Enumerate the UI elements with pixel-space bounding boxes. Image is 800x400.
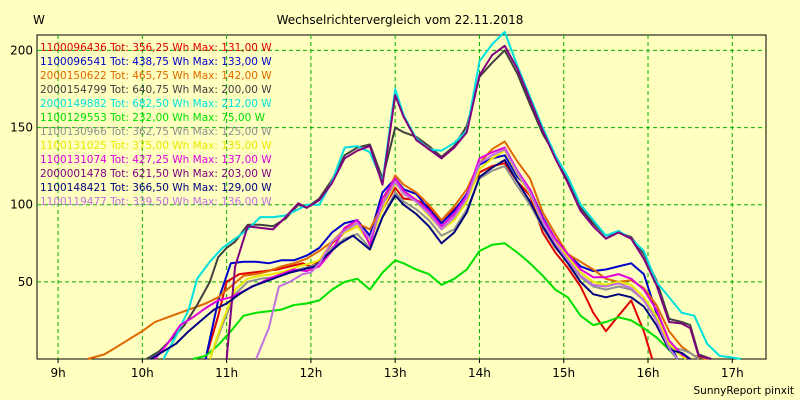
legend-entry: 1100119477 Tot: 339,50 Wh Max: 136,00 W	[40, 196, 272, 208]
x-tick-label: 10h	[131, 366, 154, 380]
series-line-7	[208, 149, 687, 360]
legend-entry: 1100131074 Tot: 427,25 Wh Max: 137,00 W	[40, 154, 272, 166]
legend-entry: 1100130966 Tot: 362,75 Wh Max: 125,00 W	[40, 126, 272, 138]
y-tick-labels: 50 100 150 200	[10, 43, 33, 288]
legend-entry: 2000154799 Tot: 640,75 Wh Max: 200,00 W	[40, 84, 272, 96]
legend: 1100096436 Tot: 356,25 Wh Max: 131,00 W 1…	[40, 42, 272, 208]
x-tick-labels: 9h 10h 11h 12h 13h 14h 15h 16h 17h	[50, 359, 744, 380]
x-tick-label: 13h	[384, 366, 407, 380]
legend-entry: 1100129553 Tot: 232,00 Wh Max: 75,00 W	[40, 112, 266, 124]
series-line-10	[150, 159, 691, 360]
y-axis-label: W	[33, 13, 45, 27]
x-tick-label: 11h	[215, 366, 238, 380]
y-tick-label: 200	[10, 43, 33, 57]
x-tick-label: 15h	[552, 366, 575, 380]
legend-entry: 1100131025 Tot: 375,00 Wh Max: 135,00 W	[40, 140, 272, 152]
series-line-1	[204, 154, 679, 360]
series-line-4	[162, 30, 741, 360]
series-line-9	[225, 44, 712, 360]
series-line-11	[255, 148, 679, 360]
series-layer	[87, 30, 741, 360]
grid	[37, 35, 766, 359]
chart-title: Wechselrichtervergleich vom 22.11.2018	[277, 13, 524, 27]
x-tick-label: 16h	[637, 366, 660, 380]
x-tick-label: 9h	[50, 366, 65, 380]
legend-entry: 1100096541 Tot: 438,75 Wh Max: 133,00 W	[40, 56, 272, 68]
legend-entry: 2000149882 Tot: 682,50 Wh Max: 212,00 W	[40, 98, 272, 110]
legend-entry: 1100148421 Tot: 366,50 Wh Max: 129,00 W	[40, 182, 272, 194]
y-tick-label: 100	[10, 198, 33, 212]
footer-credit: SunnyReport pinxit	[694, 385, 794, 397]
y-tick-label: 50	[18, 275, 33, 289]
series-line-5	[192, 242, 679, 360]
legend-entry: 2000150622 Tot: 465,75 Wh Max: 142,00 W	[40, 70, 272, 82]
series-line-0	[204, 162, 654, 360]
x-tick-label: 17h	[721, 366, 744, 380]
legend-entry: 2000001478 Tot: 621,50 Wh Max: 203,00 W	[40, 168, 272, 180]
y-tick-label: 150	[10, 121, 33, 135]
x-tick-label: 12h	[299, 366, 322, 380]
x-tick-label: 14h	[468, 366, 491, 380]
legend-entry: 1100096436 Tot: 356,25 Wh Max: 131,00 W	[40, 42, 272, 54]
